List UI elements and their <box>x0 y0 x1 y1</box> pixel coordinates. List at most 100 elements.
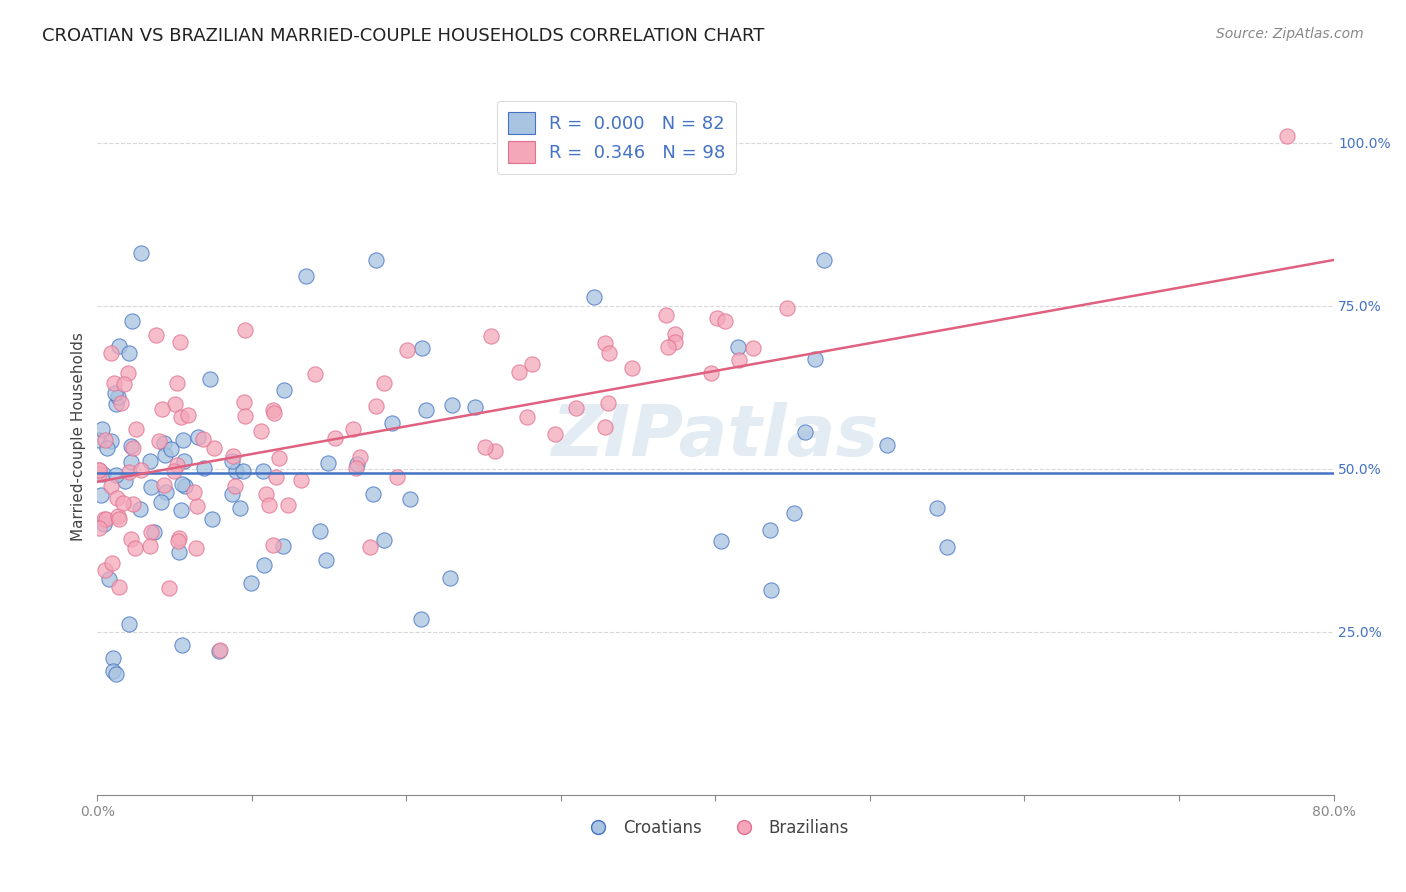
Point <box>259 498 281 512</box>
Text: CROATIAN VS BRAZILIAN MARRIED-COUPLE HOUSEHOLDS CORRELATION CHART: CROATIAN VS BRAZILIAN MARRIED-COUPLE HOU… <box>42 27 765 45</box>
Point <box>411 342 433 356</box>
Point <box>186 541 208 555</box>
Point <box>107 390 129 404</box>
Point <box>520 357 543 371</box>
Point <box>439 571 461 585</box>
Point <box>699 366 721 380</box>
Point <box>761 582 783 597</box>
Point <box>186 499 208 513</box>
Point <box>252 465 274 479</box>
Point <box>104 385 127 400</box>
Point <box>159 442 181 456</box>
Point <box>170 409 193 424</box>
Point <box>304 368 326 382</box>
Point <box>727 340 749 354</box>
Point <box>262 403 284 417</box>
Point <box>163 464 186 478</box>
Point <box>233 323 256 337</box>
Point <box>111 496 134 510</box>
Point <box>342 422 364 436</box>
Point <box>91 467 114 482</box>
Point <box>112 376 135 391</box>
Point <box>277 498 299 512</box>
Point <box>323 432 346 446</box>
Point <box>728 352 751 367</box>
Point <box>87 463 110 477</box>
Point <box>87 521 110 535</box>
Point <box>664 335 686 350</box>
Point <box>193 461 215 475</box>
Point <box>128 502 150 516</box>
Point <box>222 449 245 463</box>
Point <box>139 539 162 553</box>
Point <box>174 479 197 493</box>
Point <box>125 422 148 436</box>
Point <box>516 409 538 424</box>
Point <box>129 246 152 260</box>
Point <box>479 329 502 343</box>
Point <box>464 400 486 414</box>
Point <box>87 463 110 477</box>
Point <box>360 541 382 555</box>
Point <box>565 401 588 415</box>
Point <box>593 420 616 434</box>
Point <box>100 479 122 493</box>
Point <box>706 310 728 325</box>
Point <box>118 346 141 360</box>
Point <box>105 491 128 505</box>
Point <box>710 533 733 548</box>
Point <box>474 440 496 454</box>
Point <box>200 512 222 526</box>
Point <box>269 450 291 465</box>
Point <box>124 541 146 555</box>
Point <box>224 479 246 493</box>
Point <box>373 376 395 390</box>
Point <box>925 501 948 516</box>
Point <box>239 576 262 591</box>
Point <box>170 476 193 491</box>
Point <box>208 644 231 658</box>
Point <box>120 438 142 452</box>
Point <box>385 469 408 483</box>
Point <box>101 650 124 665</box>
Point <box>876 438 898 452</box>
Point <box>598 396 620 410</box>
Point <box>105 397 128 411</box>
Point <box>316 456 339 470</box>
Point <box>94 562 117 576</box>
Point <box>411 612 433 626</box>
Point <box>170 638 193 652</box>
Point <box>172 434 194 448</box>
Point <box>595 335 617 350</box>
Point <box>657 340 679 354</box>
Point <box>105 467 128 482</box>
Point <box>415 402 437 417</box>
Point <box>621 360 644 375</box>
Point <box>167 545 190 559</box>
Point <box>440 398 463 412</box>
Point <box>120 532 142 546</box>
Point <box>101 664 124 678</box>
Point <box>221 487 243 501</box>
Point <box>264 470 287 484</box>
Point <box>153 477 176 491</box>
Point <box>163 397 186 411</box>
Point <box>118 617 141 632</box>
Point <box>98 573 121 587</box>
Point <box>254 487 277 501</box>
Point <box>290 474 312 488</box>
Point <box>169 335 191 350</box>
Point <box>713 314 735 328</box>
Point <box>94 433 117 447</box>
Point <box>108 512 131 526</box>
Point <box>183 485 205 500</box>
Point <box>232 464 254 478</box>
Point <box>155 448 177 462</box>
Point <box>107 581 129 595</box>
Y-axis label: Married-couple Households: Married-couple Households <box>72 332 86 541</box>
Text: ZIPatlas: ZIPatlas <box>551 401 879 471</box>
Point <box>250 425 273 439</box>
Point <box>582 290 605 304</box>
Point <box>508 365 530 379</box>
Point <box>100 434 122 448</box>
